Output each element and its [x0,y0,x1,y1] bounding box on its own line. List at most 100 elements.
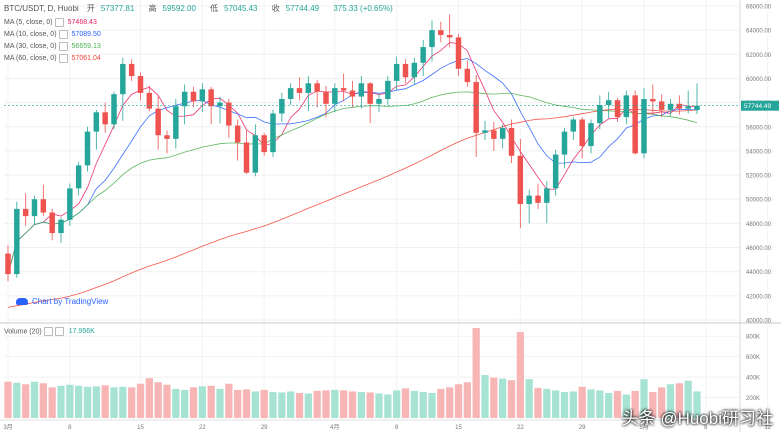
volume-bar [552,390,560,418]
time-tick-label: 22 [517,425,524,431]
volume-bar [428,392,436,418]
time-tick-label: 29 [261,425,268,431]
ma-legend-row[interactable]: MA (5, close, 0) 57468.43 [4,17,97,27]
ma5-line [7,42,698,275]
volume-bar [225,383,233,418]
volume-bar [331,389,339,418]
volume-bar [631,390,639,418]
volume-bar [22,384,30,418]
open-label: 开 [86,4,95,13]
candle-body [137,76,144,93]
candle-body [84,131,91,166]
price-tick-label: 48000.00 [746,222,772,228]
candle-body [314,83,320,92]
candle-body [499,127,506,139]
candle-body [199,89,206,102]
candle-body [623,95,630,118]
volume-bar [640,379,648,418]
time-tick-label: 8 [68,425,72,431]
candle-body [605,100,612,106]
candle-body [402,63,409,78]
volume-bar [366,392,374,418]
settings-icon[interactable] [58,53,68,63]
volume-bar [613,390,622,418]
volume-bar [101,385,109,418]
candle-body [614,100,621,118]
candle-body [146,92,153,109]
candle-body [243,142,250,173]
candle-body [164,135,170,139]
volume-bar [446,387,454,418]
tradingview-credit[interactable]: Chart by TradingView [16,297,108,306]
price-tick-label: 56000.00 [746,125,772,131]
volume-bar [675,383,683,418]
volume-bar [278,392,286,418]
candle-body [31,199,38,217]
close-icon[interactable] [54,327,64,336]
candle-body [552,154,559,189]
candle-body [93,112,100,132]
candle-body [367,83,373,104]
volume-bar [622,394,630,418]
last-price-tag [741,100,779,111]
candle-body [535,195,541,203]
candle-body [650,98,656,102]
candle-body [667,103,674,110]
price-tick-label: 42000.00 [746,294,772,300]
candle-body [438,30,444,35]
volume-bar [172,388,180,418]
close-value: 57744.49 [285,4,320,13]
settings-icon[interactable] [54,17,64,27]
volume-bar [234,389,242,418]
volume-bars [4,328,701,418]
price-tick-label: 60000.00 [746,77,772,83]
volume-bar [578,386,586,418]
candle-body [323,91,329,104]
candle-body [49,212,55,234]
candle-body [393,63,400,81]
volume-bar [596,390,604,418]
candle-body [181,91,188,107]
high-value: 59592.00 [162,4,196,13]
volume-bar [136,383,145,418]
ma-legend-row[interactable]: MA (10, close, 0) 57089.50 [4,29,101,39]
candle-body [508,127,515,156]
candle-body [694,105,700,111]
volume-bar [587,389,595,418]
settings-icon[interactable] [43,327,53,336]
candle-body [411,62,418,78]
time-tick-label: 15 [137,425,144,431]
last-price-label: 57744.49 [744,103,771,110]
candle-body [67,188,73,220]
symbol-label[interactable]: BTC/USDT, D, Huobi [4,4,79,13]
time-tick-label: 12 [764,425,771,431]
volume-bar [13,382,21,418]
ma-legend-row[interactable]: MA (30, close, 0) 56659.13 [4,41,101,51]
candle-body [676,103,683,109]
candle-body [597,105,603,124]
candle-body [588,123,594,147]
candle-body [632,95,638,154]
volume-bar [684,380,692,418]
volume-bar [154,382,162,418]
volume-bar [216,388,224,418]
candle-body [429,30,435,48]
ma-legend-row[interactable]: MA (60, close, 0) 57061.04 [4,53,101,63]
volume-bar [145,378,153,418]
grid-lines [4,0,769,420]
volume-legend[interactable]: Volume (20) 17.956K [4,327,95,336]
volume-tick-label: 600K [746,355,760,361]
candle-body [279,98,285,114]
settings-icon[interactable] [58,41,68,51]
volume-bar [410,390,418,418]
candle-body [446,34,453,38]
candle-body [190,91,197,102]
volume-tick-label: 800K [746,335,760,341]
time-tick-label: 8 [704,425,708,431]
candle-body [473,82,479,133]
settings-icon[interactable] [58,29,68,39]
ma-value: 57061.04 [71,55,101,62]
volume-bar [419,391,427,418]
volume-bar [260,389,268,418]
